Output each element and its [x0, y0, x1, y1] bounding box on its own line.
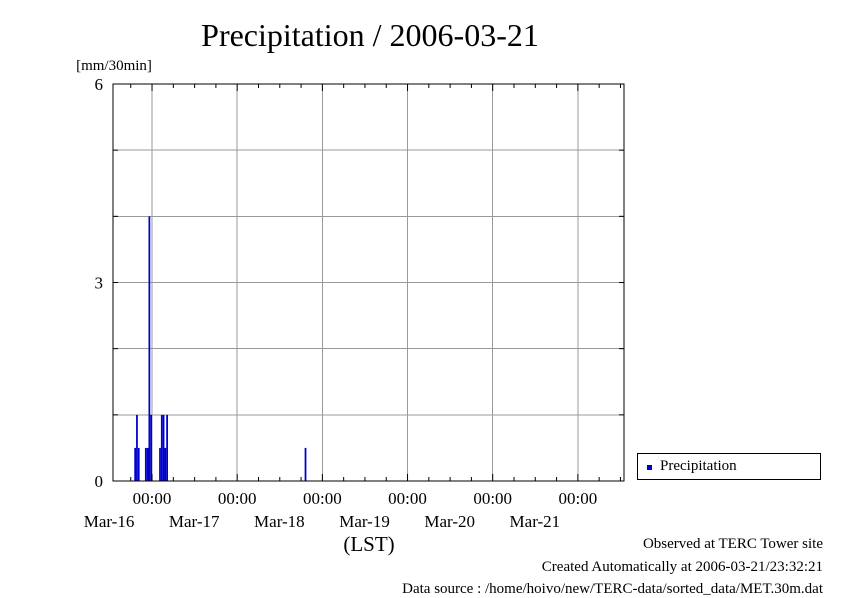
legend: Precipitation	[637, 453, 821, 480]
x-tick-date-label: Mar-18	[254, 512, 305, 531]
grid-lines	[113, 84, 624, 481]
observed-note: Observed at TERC Tower site	[642, 536, 823, 552]
x-tick-time-label: 00:00	[559, 489, 598, 508]
precipitation-bar	[166, 414, 169, 481]
precipitation-bars	[134, 216, 307, 482]
x-tick-date-label: Mar-17	[169, 512, 220, 531]
x-tick-date-label: Mar-20	[424, 512, 475, 531]
y-tick-label: 3	[95, 274, 104, 293]
x-tick-time-label: 00:00	[218, 489, 257, 508]
precipitation-bar	[150, 414, 153, 481]
y-tick-label: 0	[95, 472, 104, 491]
x-axis-label: (LST)	[343, 532, 394, 556]
x-tick-time-label: 00:00	[133, 489, 172, 508]
data-source-note: Data source : /home/hoivo/new/TERC-data/…	[402, 581, 823, 597]
x-tick-date-label: Mar-19	[339, 512, 390, 531]
legend-label-precipitation: Precipitation	[660, 458, 737, 474]
x-tick-date-label: Mar-16	[84, 512, 135, 531]
precipitation-bar	[164, 447, 167, 481]
precipitation-bar	[160, 414, 163, 481]
precipitation-bar	[304, 447, 307, 481]
precipitation-bar	[137, 447, 140, 481]
y-axis-unit-label: [mm/30min]	[76, 58, 152, 74]
precipitation-bar	[148, 216, 151, 482]
x-tick-date-label: Mar-21	[510, 512, 561, 531]
created-note: Created Automatically at 2006-03-21/23:3…	[541, 559, 823, 575]
y-tick-label: 6	[95, 75, 104, 94]
tick-labels: 0 3 6 00:00 Mar-16 00:00 Mar-17 00:00 Mar-18 00:0…	[84, 75, 598, 531]
precipitation-bar	[144, 447, 147, 481]
precipitation-bar	[134, 447, 137, 481]
x-tick-time-label: 00:00	[473, 489, 512, 508]
chart-title: Precipitation / 2006-03-21	[201, 17, 539, 53]
precipitation-bar	[136, 414, 138, 481]
x-tick-time-label: 00:00	[388, 489, 427, 508]
precipitation-bar	[146, 447, 149, 481]
legend-swatch-precipitation	[647, 465, 652, 470]
precipitation-bar	[159, 447, 161, 481]
precipitation-bar	[162, 414, 165, 481]
x-tick-time-label: 00:00	[303, 489, 342, 508]
axis-ticks	[113, 83, 624, 482]
